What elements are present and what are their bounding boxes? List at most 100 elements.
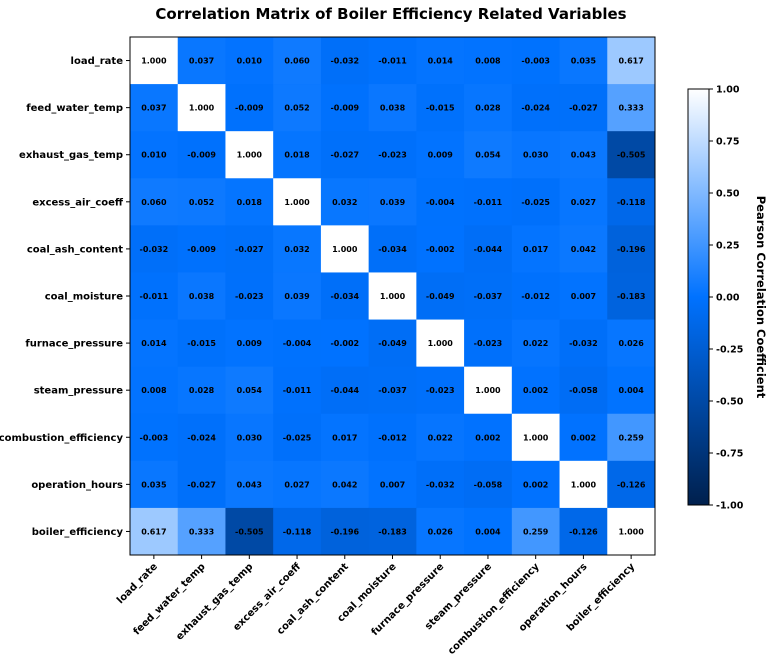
cell-value-label: -0.196 [330,527,359,536]
cell-value-label: 0.010 [237,57,263,66]
heatmap-cell [177,507,226,556]
heatmap-cell [559,413,608,462]
cell-value-label: -0.037 [378,386,407,395]
cell-value-label: 0.002 [571,433,596,442]
cell-value-label: 0.054 [475,151,501,160]
heatmap-cell [273,225,322,273]
colorbar-tick-label: -1.00 [716,501,744,512]
cell-value-label: 0.038 [380,104,406,113]
cell-value-label: 0.017 [523,245,548,254]
cell-value-label: -0.003 [140,433,169,442]
cell-value-label: -0.025 [283,433,312,442]
cell-value-label: 0.043 [237,480,262,489]
cell-value-label: 0.032 [284,245,309,254]
cell-value-label: -0.004 [426,198,455,207]
cell-value-label: 0.333 [618,104,643,113]
cell-value-label: -0.023 [474,339,503,348]
cell-value-label: -0.032 [426,480,455,489]
heatmap-cell [368,272,417,321]
cell-value-label: -0.012 [378,433,407,442]
cell-value-label: -0.126 [569,527,598,536]
chart-title: Correlation Matrix of Boiler Efficiency … [155,5,626,23]
heatmap-cell [511,37,561,85]
column-label: load_rate [115,561,160,606]
heatmap-cell [416,272,465,321]
cell-value-label: 0.004 [475,527,501,536]
heatmap-cell [607,319,656,368]
cell-value-label: 1.000 [380,292,406,301]
heatmap-cell [511,178,561,226]
heatmap-cell [416,225,465,273]
cell-value-label: 0.043 [571,151,596,160]
heatmap-cell [416,366,465,415]
cell-value-label: 0.026 [618,339,644,348]
heatmap-cell [130,178,179,226]
cell-value-label: 0.022 [523,339,548,348]
cell-value-label: 0.259 [618,433,644,442]
heatmap-cell [368,460,417,509]
heatmap-cell [511,366,561,415]
heatmap-cell [130,366,179,415]
cell-value-label: -0.183 [378,527,407,536]
cell-value-label: 1.000 [237,151,263,160]
cell-value-label: -0.009 [187,245,216,254]
cell-value-label: 0.052 [189,198,214,207]
cell-value-label: 0.042 [571,245,596,254]
cell-value-label: 0.009 [237,339,263,348]
cell-value-label: -0.032 [140,245,169,254]
heatmap-cell [464,225,513,273]
heatmap-cell [559,37,608,85]
cell-value-label: 1.000 [618,527,644,536]
heatmap-cell [177,366,226,415]
heatmap-cell [368,225,417,273]
heatmap-cell [130,272,179,321]
cell-value-label: 0.007 [571,292,596,301]
heatmap-cell [320,413,370,462]
cell-value-label: 0.030 [523,151,549,160]
heatmap-cells [130,37,656,556]
row-label: excess_air_coeff [32,197,124,208]
row-label: coal_moisture [45,292,123,303]
heatmap-cell [320,225,370,273]
cell-value-label: 0.017 [332,433,357,442]
heatmap-cell [273,131,322,179]
cell-value-label: -0.002 [330,339,359,348]
colorbar-tick-label: 0.75 [716,137,739,148]
heatmap-cell [559,84,608,132]
cell-value-label: -0.027 [235,245,264,254]
heatmap-cell [559,178,608,226]
cell-value-label: 0.009 [428,151,454,160]
cell-value-label: -0.023 [235,292,264,301]
cell-value-label: 1.000 [141,57,167,66]
heatmap-cell [177,272,226,321]
heatmap-cell [511,413,561,462]
heatmap-cell [177,131,226,179]
cell-value-label: -0.011 [474,198,503,207]
heatmap-cell [177,225,226,273]
heatmap-cell [511,225,561,273]
heatmap-cell [368,37,417,85]
heatmap-cell [273,37,322,85]
cell-value-label: -0.004 [283,339,312,348]
heatmap-cell [320,272,370,321]
heatmap-cell [177,413,226,462]
cell-value-label: -0.002 [426,245,455,254]
heatmap-cell [130,131,179,179]
cell-value-label: -0.044 [330,386,359,395]
heatmap-cell [607,413,656,462]
row-label: boiler_efficiency [32,527,124,538]
cell-value-label: 0.028 [189,386,215,395]
cell-value-label: -0.034 [330,292,359,301]
heatmap-cell [416,460,465,509]
cell-value-label: 0.014 [428,57,454,66]
cell-value-label: 0.030 [237,433,263,442]
heatmap-cell [607,84,656,132]
cell-value-label: 0.037 [141,104,166,113]
cell-value-label: 0.002 [523,386,548,395]
heatmap-cell [177,319,226,368]
heatmap-cell [607,225,656,273]
heatmap-cell [273,413,322,462]
row-label: feed_water_temp [26,103,123,114]
cell-value-label: 0.032 [332,198,357,207]
